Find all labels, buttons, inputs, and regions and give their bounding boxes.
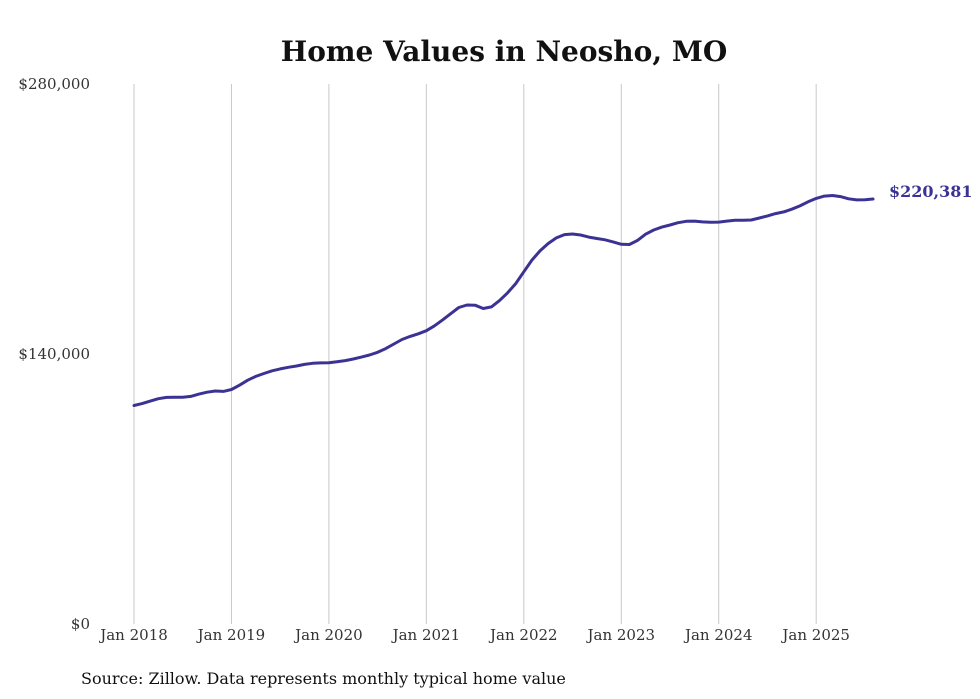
- chart-title: Home Values in Neosho, MO: [281, 35, 727, 68]
- x-tick-label-jan-2021: Jan 2021: [391, 626, 461, 644]
- x-axis-ticks: Jan 2018 Jan 2019 Jan 2020 Jan 2021 Jan 2022…: [98, 626, 850, 644]
- series-line-home-value: [132, 194, 875, 407]
- y-tick-label-280000: $280,000: [18, 75, 90, 93]
- source-note: Source: Zillow. Data represents monthly …: [81, 669, 566, 688]
- vertical-gridlines: [133, 84, 817, 624]
- y-axis-ticks: $0 $140,000 $280,000: [18, 75, 90, 633]
- x-tick-label-jan-2025: Jan 2025: [780, 626, 850, 644]
- x-tick-label-jan-2020: Jan 2020: [293, 626, 363, 644]
- x-tick-label-jan-2024: Jan 2024: [683, 626, 753, 644]
- x-tick-label-jan-2018: Jan 2018: [98, 626, 168, 644]
- x-tick-label-jan-2023: Jan 2023: [585, 626, 655, 644]
- y-tick-label-0: $0: [71, 615, 90, 633]
- end-value-label: $220,381: [889, 182, 973, 201]
- x-tick-label-jan-2019: Jan 2019: [196, 626, 266, 644]
- x-tick-label-jan-2022: Jan 2022: [488, 626, 558, 644]
- y-tick-label-140000: $140,000: [18, 345, 90, 363]
